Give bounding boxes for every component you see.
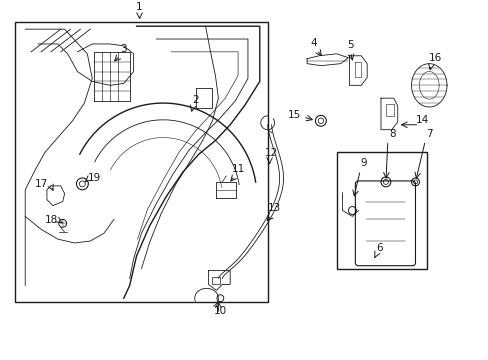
Text: 6: 6 (376, 243, 383, 253)
Text: 17: 17 (35, 179, 48, 189)
Text: 19: 19 (87, 173, 101, 183)
Text: 8: 8 (389, 129, 395, 139)
Text: 13: 13 (267, 203, 281, 213)
Text: 18: 18 (44, 215, 58, 225)
Text: 11: 11 (231, 164, 244, 174)
Text: 3: 3 (120, 44, 127, 54)
Text: 16: 16 (427, 53, 441, 63)
Text: 4: 4 (310, 38, 317, 48)
Text: 5: 5 (346, 40, 353, 50)
Text: 9: 9 (359, 158, 366, 168)
Text: 12: 12 (264, 148, 278, 158)
Text: 15: 15 (287, 110, 301, 120)
Text: 10: 10 (213, 306, 226, 316)
Text: 1: 1 (136, 3, 142, 12)
Text: 7: 7 (425, 129, 432, 139)
Text: 14: 14 (415, 115, 428, 125)
Text: 2: 2 (192, 95, 199, 105)
